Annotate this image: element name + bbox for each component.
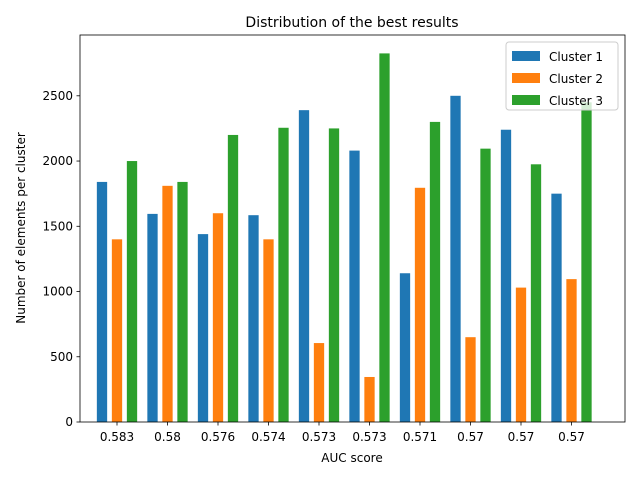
x-tick-label: 0.574 — [251, 430, 285, 444]
bar-series-2-cat-4 — [263, 239, 274, 422]
x-tick-label: 0.57 — [558, 430, 585, 444]
bar-series-3-cat-10 — [581, 102, 592, 422]
legend-swatch-3 — [512, 95, 540, 105]
bar-series-3-cat-1 — [126, 161, 138, 423]
bar-series-1-cat-1 — [96, 181, 108, 422]
x-tick-label: 0.57 — [457, 430, 484, 444]
bar-series-1-cat-6 — [349, 150, 360, 422]
bar-series-1-cat-9 — [500, 129, 512, 423]
bar-series-3-cat-4 — [278, 127, 289, 423]
x-tick-label: 0.573 — [352, 430, 386, 444]
y-tick-label: 1000 — [42, 285, 73, 299]
legend-label-3: Cluster 3 — [549, 94, 603, 108]
bar-series-3-cat-8 — [480, 148, 491, 422]
bar-series-2-cat-2 — [162, 185, 173, 422]
bar-series-3-cat-9 — [530, 164, 542, 423]
legend-label-1: Cluster 1 — [549, 50, 603, 64]
bars-group — [96, 53, 592, 423]
legend-swatch-1 — [512, 51, 540, 61]
bar-series-3-cat-2 — [177, 181, 188, 422]
y-tick-label: 500 — [50, 350, 73, 364]
x-tick-label: 0.57 — [508, 430, 535, 444]
bar-series-2-cat-9 — [515, 287, 527, 422]
bar-series-2-cat-8 — [465, 337, 476, 422]
bar-series-1-cat-3 — [197, 234, 209, 422]
bar-series-2-cat-3 — [212, 213, 224, 422]
y-axis-ticks: 0 500 1000 1500 2000 2500 — [42, 89, 80, 429]
legend: Cluster 1 Cluster 2 Cluster 3 — [505, 41, 619, 111]
bar-series-1-cat-5 — [298, 110, 310, 422]
chart-title: Distribution of the best results — [245, 15, 458, 31]
bar-series-2-cat-7 — [414, 187, 426, 422]
bar-series-1-cat-4 — [248, 215, 259, 422]
bar-series-1-cat-8 — [450, 95, 461, 423]
bar-series-2-cat-10 — [566, 279, 577, 422]
bar-series-2-cat-6 — [364, 376, 375, 422]
bar-series-3-cat-5 — [328, 128, 340, 423]
x-tick-label: 0.58 — [154, 430, 181, 444]
x-axis-label: AUC score — [321, 451, 382, 465]
x-tick-label: 0.583 — [100, 430, 134, 444]
bar-series-2-cat-5 — [313, 343, 325, 422]
bar-series-1-cat-7 — [399, 273, 411, 422]
legend-label-2: Cluster 2 — [549, 72, 603, 86]
bar-series-2-cat-1 — [111, 239, 123, 422]
bar-series-3-cat-3 — [227, 134, 239, 422]
x-tick-label: 0.571 — [403, 430, 437, 444]
plot-frame — [79, 34, 626, 423]
x-tick-label: 0.576 — [201, 430, 235, 444]
x-tick-label: 0.573 — [302, 430, 336, 444]
y-tick-label: 0 — [65, 415, 73, 429]
bar-series-1-cat-2 — [147, 213, 158, 422]
y-tick-label: 1500 — [42, 219, 73, 233]
x-axis-ticks: 0.583 0.58 0.576 0.574 0.573 0.573 0.571 0.57 0.… — [100, 422, 585, 444]
legend-swatch-2 — [512, 73, 540, 83]
bar-series-1-cat-10 — [551, 193, 562, 422]
y-tick-label: 2500 — [42, 89, 73, 103]
y-axis-label: Number of elements per cluster — [14, 132, 28, 324]
bar-series-3-cat-7 — [429, 121, 441, 423]
bar-series-3-cat-6 — [379, 53, 390, 423]
y-tick-label: 2000 — [42, 154, 73, 168]
